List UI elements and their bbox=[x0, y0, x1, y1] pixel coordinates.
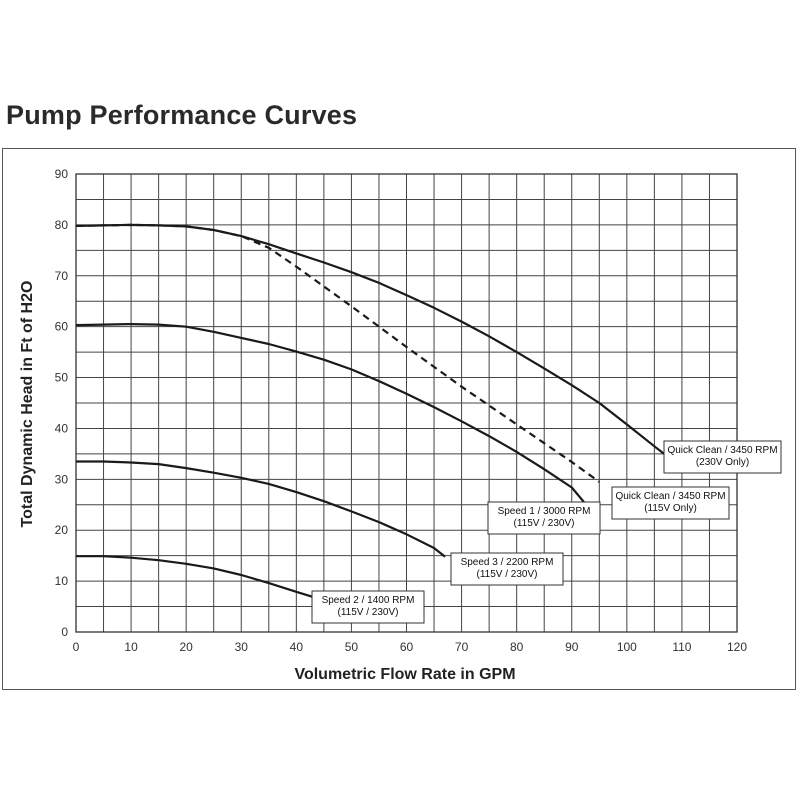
series-line-4 bbox=[76, 460, 446, 558]
series-label-frame bbox=[611, 486, 730, 520]
series-line-5 bbox=[76, 555, 314, 598]
x-tick-label: 0 bbox=[73, 640, 80, 654]
series-label-box-1: Quick Clean / 3450 RPM(230V Only) bbox=[663, 440, 782, 474]
y-tick-label: 50 bbox=[55, 371, 69, 385]
y-tick-label: 40 bbox=[55, 421, 69, 435]
tick-labels: 0 10 20 30 40 50 60 70 80 90 100 110 120 0 10 20 30 40 50 6… bbox=[55, 167, 748, 654]
series-line-2 bbox=[75, 223, 600, 483]
x-tick-label: 50 bbox=[345, 640, 359, 654]
x-tick-label: 100 bbox=[617, 640, 637, 654]
x-tick-label: 70 bbox=[455, 640, 469, 654]
x-tick-label: 120 bbox=[727, 640, 747, 654]
series-label-frame bbox=[487, 501, 601, 535]
chart-frame bbox=[2, 148, 796, 690]
series-label-text: Quick Clean / 3450 RPM bbox=[667, 445, 777, 456]
series-label-text: (115V / 230V) bbox=[477, 569, 538, 580]
x-tick-label: 90 bbox=[565, 640, 579, 654]
series-labels: Quick Clean / 3450 RPM(230V Only)Quick C… bbox=[311, 440, 782, 624]
series-layer bbox=[75, 223, 667, 598]
x-tick-label: 40 bbox=[290, 640, 304, 654]
series-label-frame bbox=[663, 440, 782, 474]
series-line-3 bbox=[75, 323, 590, 509]
y-axis-label: Total Dynamic Head in Ft of H2O bbox=[19, 281, 36, 528]
series-label-frame bbox=[450, 552, 564, 586]
y-tick-label: 10 bbox=[55, 574, 69, 588]
series-label-text: Speed 3 / 2200 RPM bbox=[461, 557, 554, 568]
y-tick-label: 60 bbox=[55, 320, 69, 334]
series-line-1 bbox=[75, 223, 667, 456]
x-tick-label: 60 bbox=[400, 640, 414, 654]
plot-border bbox=[75, 173, 738, 633]
x-tick-label: 30 bbox=[235, 640, 249, 654]
y-tick-label: 0 bbox=[61, 625, 68, 639]
series-label-text: (115V / 230V) bbox=[514, 518, 575, 529]
y-tick-label: 70 bbox=[55, 269, 69, 283]
y-tick-label: 80 bbox=[55, 218, 69, 232]
series-label-box-3: Speed 1 / 3000 RPM(115V / 230V) bbox=[487, 501, 601, 535]
series-label-text: Speed 2 / 1400 RPM bbox=[322, 595, 415, 606]
x-axis-label: Volumetric Flow Rate in GPM bbox=[294, 666, 515, 683]
y-tick-label: 30 bbox=[55, 472, 69, 486]
series-label-text: (115V / 230V) bbox=[338, 607, 399, 618]
series-label-text: Quick Clean / 3450 RPM bbox=[615, 491, 725, 502]
series-label-text: (115V Only) bbox=[644, 503, 697, 514]
series-label-frame bbox=[311, 590, 425, 624]
x-tick-label: 80 bbox=[510, 640, 524, 654]
x-tick-label: 20 bbox=[179, 640, 193, 654]
series-label-text: Speed 1 / 3000 RPM bbox=[498, 506, 591, 517]
y-tick-label: 90 bbox=[55, 167, 69, 181]
series-label-box-2: Quick Clean / 3450 RPM(115V Only) bbox=[611, 486, 730, 520]
series-label-box-5: Speed 2 / 1400 RPM(115V / 230V) bbox=[311, 590, 425, 624]
x-tick-label: 10 bbox=[124, 640, 138, 654]
series-label-box-4: Speed 3 / 2200 RPM(115V / 230V) bbox=[450, 552, 564, 586]
series-label-text: (230V Only) bbox=[696, 457, 749, 468]
page-title: Pump Performance Curves bbox=[6, 100, 358, 130]
y-tick-label: 20 bbox=[55, 523, 69, 537]
x-tick-label: 110 bbox=[672, 640, 691, 654]
